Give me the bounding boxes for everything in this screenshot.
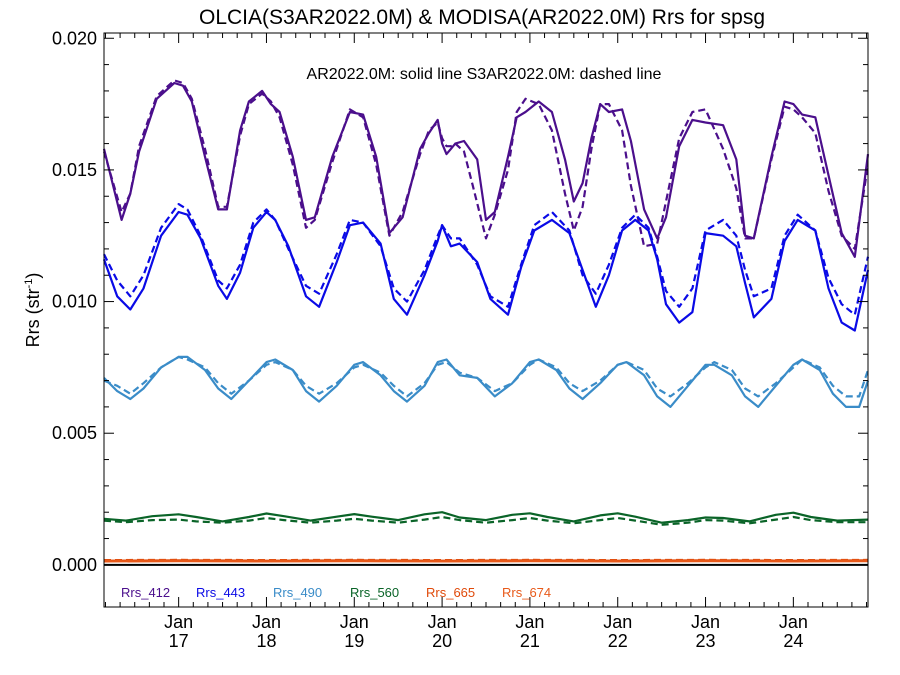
series-line-rrs-443-dashed — [103, 203, 870, 316]
y-tick-label: 0.005 — [52, 423, 97, 443]
y-tick-label: 0.020 — [52, 28, 97, 48]
legend-item-rrs-443: Rrs_443 — [196, 585, 245, 600]
line-style-annotation: AR2022.0M: solid line S3AR2022.0M: dashe… — [307, 66, 662, 83]
x-tick-label-month: Jan — [515, 612, 544, 632]
x-tick-label-day: 22 — [608, 631, 628, 651]
x-tick-label-month: Jan — [603, 612, 632, 632]
chart-title: OLCIA(S3AR2022.0M) & MODISA(AR2022.0M) R… — [199, 6, 765, 29]
legend-item-rrs-665: Rrs_665 — [426, 585, 475, 600]
series-line-rrs-490-dashed — [103, 355, 870, 398]
y-tick-label: 0.010 — [52, 292, 97, 312]
x-tick-label-day: 24 — [783, 631, 803, 651]
x-tick-label-month: Jan — [691, 612, 720, 632]
x-tick-label-day: 19 — [344, 631, 364, 651]
x-tick-label-day: 20 — [432, 631, 452, 651]
x-tick-label-month: Jan — [428, 612, 457, 632]
series-line-rrs-412-solid — [102, 81, 870, 258]
plot-area — [102, 32, 870, 608]
legend-item-rrs-674: Rrs_674 — [502, 585, 551, 600]
legend: Rrs_412 Rrs_443 Rrs_490 Rrs_560 Rrs_665 Rrs_6… — [121, 585, 551, 600]
series-layer — [102, 79, 870, 563]
x-tick-label-month: Jan — [164, 612, 193, 632]
legend-item-rrs-412: Rrs_412 — [121, 585, 170, 600]
legend-item-rrs-490: Rrs_490 — [273, 585, 322, 600]
tick-marks — [104, 33, 868, 607]
x-tick-label-month: Jan — [252, 612, 281, 632]
y-tick-label: 0.000 — [52, 555, 97, 575]
series-line-rrs-560-solid — [103, 511, 869, 524]
x-tick-label-day: 21 — [520, 631, 540, 651]
series-line-rrs-443-solid — [102, 210, 870, 332]
y-tick-labels: 0.000 0.005 0.010 0.015 0.020 — [52, 28, 97, 575]
x-tick-label-day: 23 — [696, 631, 716, 651]
series-line-rrs-412-dashed — [102, 79, 870, 250]
x-tick-label-day: 17 — [169, 631, 189, 651]
series-line-rrs-560-dashed — [103, 515, 868, 526]
y-axis-label-base: Rrs (str — [23, 288, 43, 347]
series-line-rrs-490-solid — [103, 355, 870, 408]
y-axis-label-sup: -1 — [23, 279, 35, 289]
x-tick-label-month: Jan — [340, 612, 369, 632]
y-axis-label: Rrs (str-1) — [23, 273, 43, 348]
y-tick-label: 0.015 — [52, 160, 97, 180]
legend-item-rrs-560: Rrs_560 — [350, 585, 399, 600]
y-axis-label-close: ) — [23, 273, 43, 279]
x-tick-label-month: Jan — [779, 612, 808, 632]
x-tick-label-day: 18 — [256, 631, 276, 651]
